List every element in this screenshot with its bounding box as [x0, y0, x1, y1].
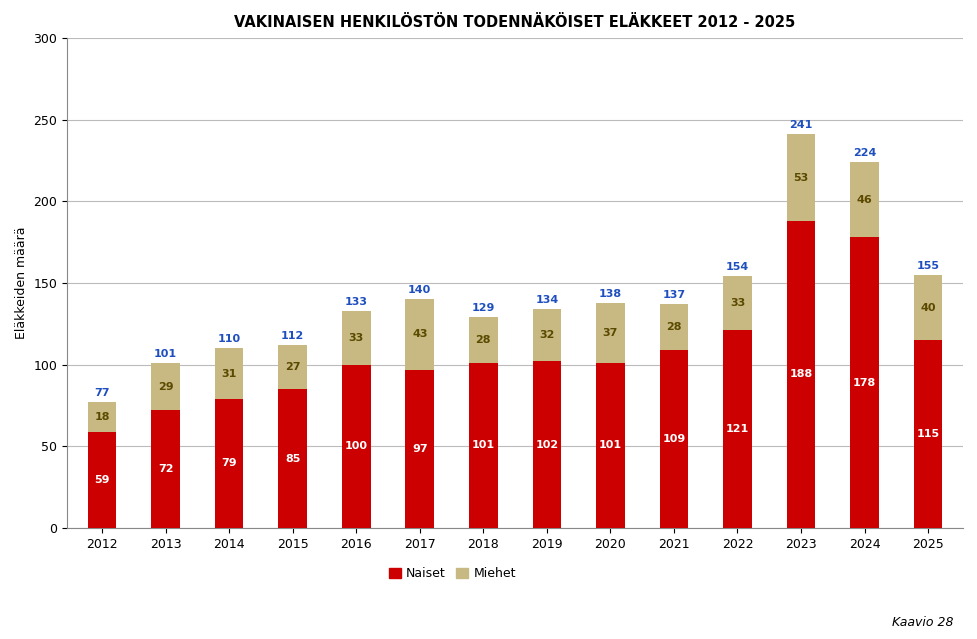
Bar	[595, 363, 624, 528]
Bar	[913, 340, 942, 528]
Bar	[913, 275, 942, 340]
Text: 72: 72	[157, 464, 173, 474]
Text: 27: 27	[284, 362, 300, 372]
Text: 33: 33	[729, 298, 744, 309]
Text: 101: 101	[471, 440, 494, 450]
Bar	[342, 311, 370, 365]
Bar	[151, 410, 180, 528]
Title: VAKINAISEN HENKILÖSTÖN TODENNÄKÖISET ELÄKKEET 2012 - 2025: VAKINAISEN HENKILÖSTÖN TODENNÄKÖISET ELÄ…	[234, 15, 795, 30]
Text: 138: 138	[598, 289, 621, 298]
Bar	[722, 330, 751, 528]
Text: 110: 110	[218, 334, 240, 344]
Text: 112: 112	[280, 331, 304, 341]
Text: 97: 97	[411, 443, 427, 454]
Text: 133: 133	[344, 296, 367, 307]
Text: 224: 224	[852, 148, 875, 158]
Text: 178: 178	[852, 378, 875, 388]
Text: 59: 59	[94, 475, 109, 485]
Text: 129: 129	[471, 304, 494, 313]
Bar	[342, 365, 370, 528]
Bar	[786, 221, 815, 528]
Y-axis label: Eläkkeiden määrä: Eläkkeiden määrä	[15, 227, 28, 339]
Bar	[595, 303, 624, 363]
Text: 77: 77	[94, 388, 109, 398]
Text: 53: 53	[792, 173, 808, 183]
Bar	[722, 277, 751, 330]
Text: 28: 28	[665, 322, 681, 332]
Bar	[469, 363, 497, 528]
Bar	[786, 134, 815, 221]
Legend: Naiset, Miehet: Naiset, Miehet	[383, 562, 521, 585]
Text: 154: 154	[725, 263, 748, 272]
Text: 137: 137	[661, 290, 685, 300]
Text: 188: 188	[788, 369, 812, 380]
Text: 102: 102	[534, 440, 558, 450]
Text: 31: 31	[221, 369, 236, 379]
Bar	[215, 399, 243, 528]
Text: 18: 18	[94, 412, 109, 422]
Text: 100: 100	[344, 442, 367, 451]
Text: 140: 140	[407, 285, 431, 295]
Bar	[215, 348, 243, 399]
Text: Kaavio 28: Kaavio 28	[891, 617, 953, 629]
Text: 101: 101	[598, 440, 621, 450]
Text: 79: 79	[221, 458, 236, 468]
Bar	[658, 304, 688, 350]
Text: 115: 115	[915, 429, 939, 439]
Text: 28: 28	[475, 335, 490, 345]
Text: 32: 32	[538, 330, 554, 341]
Bar	[88, 402, 116, 431]
Text: 40: 40	[919, 302, 935, 312]
Text: 37: 37	[602, 328, 617, 338]
Bar	[151, 363, 180, 410]
Text: 109: 109	[661, 434, 685, 444]
Bar	[405, 299, 434, 369]
Bar	[849, 237, 878, 528]
Bar	[405, 369, 434, 528]
Text: 121: 121	[725, 424, 748, 434]
Text: 85: 85	[284, 454, 300, 463]
Text: 155: 155	[915, 261, 939, 271]
Text: 46: 46	[856, 195, 871, 204]
Text: 43: 43	[411, 330, 427, 339]
Text: 29: 29	[157, 381, 173, 392]
Bar	[532, 362, 561, 528]
Bar	[849, 162, 878, 237]
Text: 33: 33	[348, 333, 363, 343]
Bar	[532, 309, 561, 362]
Bar	[469, 318, 497, 363]
Text: 134: 134	[534, 295, 558, 305]
Bar	[658, 350, 688, 528]
Text: 101: 101	[154, 349, 177, 359]
Bar	[88, 431, 116, 528]
Text: 241: 241	[788, 120, 812, 130]
Bar	[278, 389, 307, 528]
Bar	[278, 345, 307, 389]
